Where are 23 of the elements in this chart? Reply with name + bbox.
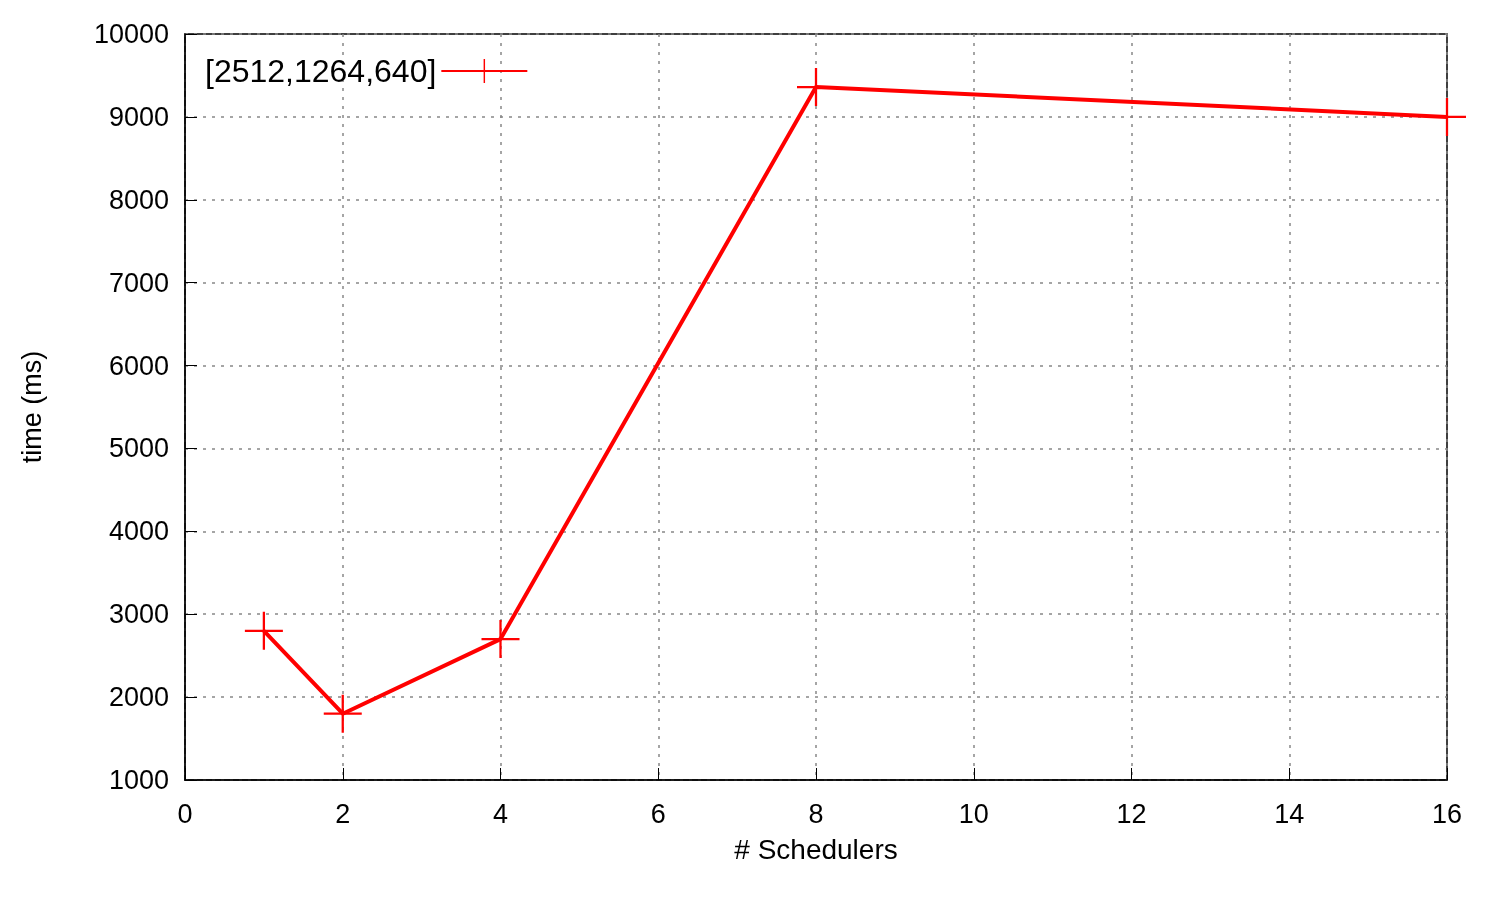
y-tick-label: 8000	[108, 184, 169, 215]
y-tick-label: 9000	[108, 101, 169, 132]
y-tick-label: 5000	[108, 433, 169, 464]
point	[481, 620, 520, 659]
x-tick-label: 4	[492, 798, 509, 829]
x-tick-label: 12	[1116, 798, 1147, 829]
y-tick-label: 10000	[93, 19, 169, 49]
x-tick-label: 8	[808, 798, 824, 829]
x-tick-label: 0	[177, 798, 193, 829]
y-tick-label: 4000	[108, 516, 169, 547]
legend-label: [2512,1264,640]	[205, 53, 437, 89]
y-tick-label: 2000	[108, 682, 169, 713]
x-tick-label: 14	[1274, 798, 1305, 829]
y-tick-label: 1000	[108, 765, 169, 795]
y-axis-title: time (ms)	[16, 350, 47, 464]
y-tick-label: 3000	[108, 599, 169, 630]
x-tick-label: 16	[1431, 798, 1463, 829]
y-tick-label: 7000	[108, 267, 169, 298]
y-tick-label: 6000	[108, 350, 169, 381]
x-tick-label: 10	[958, 798, 989, 829]
x-tick-label: 2	[335, 798, 351, 829]
x-tick-label: 6	[650, 798, 666, 829]
x-axis-title: # Schedulers	[734, 833, 898, 865]
